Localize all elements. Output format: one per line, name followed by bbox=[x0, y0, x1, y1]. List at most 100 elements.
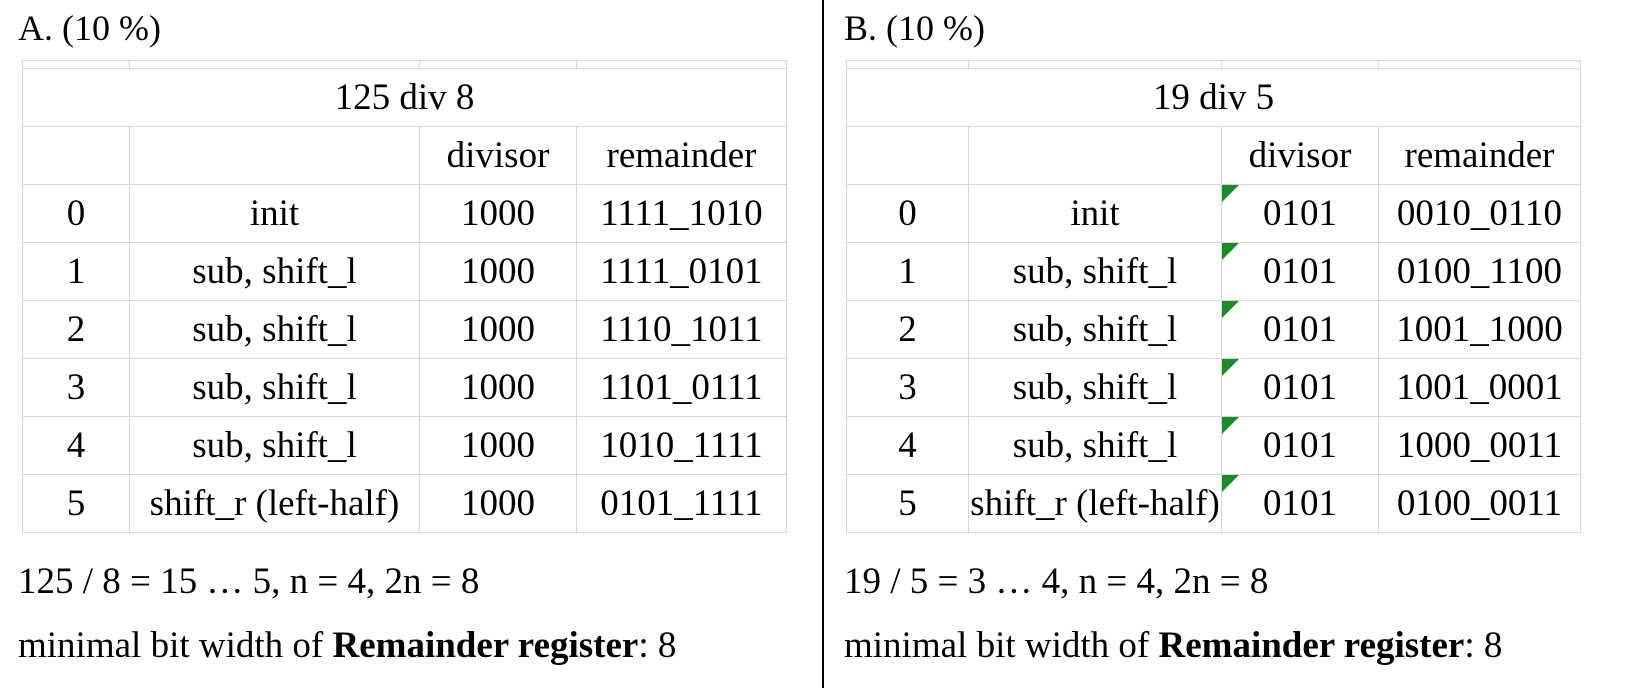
remainder-cell: 1001_1000 bbox=[1378, 300, 1581, 359]
remainder-cell: 1110_1011 bbox=[576, 300, 787, 359]
min-width-register-name: Remainder register bbox=[332, 625, 639, 666]
step-cell: 1 bbox=[22, 242, 130, 301]
min-width-prefix: minimal bit width of bbox=[844, 625, 1159, 666]
operation-cell: shift_r (left-half) bbox=[129, 474, 420, 533]
min-width-register-name: Remainder register bbox=[1158, 625, 1465, 666]
divisor-cell: 1000 bbox=[419, 300, 577, 359]
step-cell: 0 bbox=[22, 184, 130, 243]
min-width-prefix: minimal bit width of bbox=[18, 625, 333, 666]
header-step bbox=[22, 126, 130, 185]
header-remainder: remainder bbox=[1378, 126, 1581, 185]
divisor-value: 0101 bbox=[1263, 367, 1337, 408]
table-row: 0 init 1000 1111_1010 bbox=[22, 184, 787, 243]
operation-cell: sub, shift_l bbox=[968, 358, 1222, 417]
step-cell: 2 bbox=[22, 300, 130, 359]
division-summary: 125 / 8 = 15 … 5, n = 4, 2n = 8 bbox=[18, 561, 480, 602]
divisor-cell: 1000 bbox=[419, 358, 577, 417]
operation-cell: sub, shift_l bbox=[968, 242, 1222, 301]
divisor-cell: 1000 bbox=[419, 242, 577, 301]
header-divisor: divisor bbox=[419, 126, 577, 185]
divisor-value: 0101 bbox=[1263, 425, 1337, 466]
divisor-cell: 0101 bbox=[1221, 184, 1379, 243]
step-cell: 2 bbox=[846, 300, 969, 359]
table-row: 3 sub, shift_l 0101 1001_0001 bbox=[846, 358, 1581, 417]
table-row: 2 sub, shift_l 1000 1110_1011 bbox=[22, 300, 787, 359]
divisor-cell: 0101 bbox=[1221, 416, 1379, 475]
table-title: 125 div 8 bbox=[22, 68, 787, 127]
comment-marker-icon bbox=[1222, 185, 1239, 202]
remainder-cell: 0100_0011 bbox=[1378, 474, 1581, 533]
panel-divider bbox=[822, 0, 824, 688]
remainder-cell: 0101_1111 bbox=[576, 474, 787, 533]
division-summary: 19 / 5 = 3 … 4, n = 4, 2n = 8 bbox=[844, 561, 1269, 602]
header-step bbox=[846, 126, 969, 185]
step-cell: 5 bbox=[22, 474, 130, 533]
comment-marker-icon bbox=[1222, 359, 1239, 376]
divisor-cell: 0101 bbox=[1221, 300, 1379, 359]
divisor-value: 0101 bbox=[1263, 309, 1337, 350]
operation-cell: sub, shift_l bbox=[968, 300, 1222, 359]
header-remainder: remainder bbox=[576, 126, 787, 185]
min-width-value: : 8 bbox=[638, 625, 677, 666]
remainder-cell: 1111_1010 bbox=[576, 184, 787, 243]
operation-cell: sub, shift_l bbox=[129, 416, 420, 475]
step-cell: 5 bbox=[846, 474, 969, 533]
step-cell: 3 bbox=[846, 358, 969, 417]
comment-marker-icon bbox=[1222, 243, 1239, 260]
divisor-value: 0101 bbox=[1263, 193, 1337, 234]
divisor-cell: 0101 bbox=[1221, 474, 1379, 533]
operation-cell: init bbox=[968, 184, 1222, 243]
divisor-cell: 1000 bbox=[419, 416, 577, 475]
operation-cell: sub, shift_l bbox=[129, 242, 420, 301]
remainder-cell: 1010_1111 bbox=[576, 416, 787, 475]
part-label: B. (10 %) bbox=[844, 8, 985, 48]
operation-cell: init bbox=[129, 184, 420, 243]
header-divisor: divisor bbox=[1221, 126, 1379, 185]
table-title: 19 div 5 bbox=[846, 68, 1581, 127]
remainder-cell: 1000_0011 bbox=[1378, 416, 1581, 475]
table-row: 1 sub, shift_l 0101 0100_1100 bbox=[846, 242, 1581, 301]
table-top-strip bbox=[22, 60, 787, 69]
table-row: 3 sub, shift_l 1000 1101_0111 bbox=[22, 358, 787, 417]
step-cell: 1 bbox=[846, 242, 969, 301]
table-row: 2 sub, shift_l 0101 1001_1000 bbox=[846, 300, 1581, 359]
operation-cell: sub, shift_l bbox=[968, 416, 1222, 475]
min-bit-width-line: minimal bit width of Remainder register:… bbox=[18, 624, 676, 668]
header-operation bbox=[129, 126, 420, 185]
step-cell: 3 bbox=[22, 358, 130, 417]
step-cell: 4 bbox=[22, 416, 130, 475]
header-operation bbox=[968, 126, 1222, 185]
comment-marker-icon bbox=[1222, 475, 1239, 492]
divisor-cell: 1000 bbox=[419, 184, 577, 243]
operation-cell: shift_r (left-half) bbox=[968, 474, 1222, 533]
operation-cell: sub, shift_l bbox=[129, 358, 420, 417]
part-label: A. (10 %) bbox=[18, 8, 161, 48]
divisor-cell: 1000 bbox=[419, 474, 577, 533]
step-cell: 4 bbox=[846, 416, 969, 475]
table-row: 4 sub, shift_l 0101 1000_0011 bbox=[846, 416, 1581, 475]
table-row: 1 sub, shift_l 1000 1111_0101 bbox=[22, 242, 787, 301]
table-header-row: divisor remainder bbox=[22, 126, 787, 185]
table-title-row: 19 div 5 bbox=[846, 68, 1581, 127]
comment-marker-icon bbox=[1222, 417, 1239, 434]
operation-cell: sub, shift_l bbox=[129, 300, 420, 359]
divisor-cell: 0101 bbox=[1221, 242, 1379, 301]
table-row: 5 shift_r (left-half) 1000 0101_1111 bbox=[22, 474, 787, 533]
remainder-cell: 1101_0111 bbox=[576, 358, 787, 417]
division-table: 125 div 8 divisor remainder 0 init 1000 … bbox=[22, 60, 787, 533]
table-row: 0 init 0101 0010_0110 bbox=[846, 184, 1581, 243]
divisor-value: 0101 bbox=[1263, 251, 1337, 292]
min-width-value: : 8 bbox=[1464, 625, 1503, 666]
min-bit-width-line: minimal bit width of Remainder register:… bbox=[844, 624, 1502, 668]
step-cell: 0 bbox=[846, 184, 969, 243]
comment-marker-icon bbox=[1222, 301, 1239, 318]
remainder-cell: 0010_0110 bbox=[1378, 184, 1581, 243]
remainder-cell: 0100_1100 bbox=[1378, 242, 1581, 301]
divisor-value: 0101 bbox=[1263, 483, 1337, 524]
divisor-cell: 0101 bbox=[1221, 358, 1379, 417]
table-top-strip bbox=[846, 60, 1581, 69]
table-title-row: 125 div 8 bbox=[22, 68, 787, 127]
division-table: 19 div 5 divisor remainder 0 init 0101 0… bbox=[846, 60, 1581, 533]
remainder-cell: 1001_0001 bbox=[1378, 358, 1581, 417]
remainder-cell: 1111_0101 bbox=[576, 242, 787, 301]
